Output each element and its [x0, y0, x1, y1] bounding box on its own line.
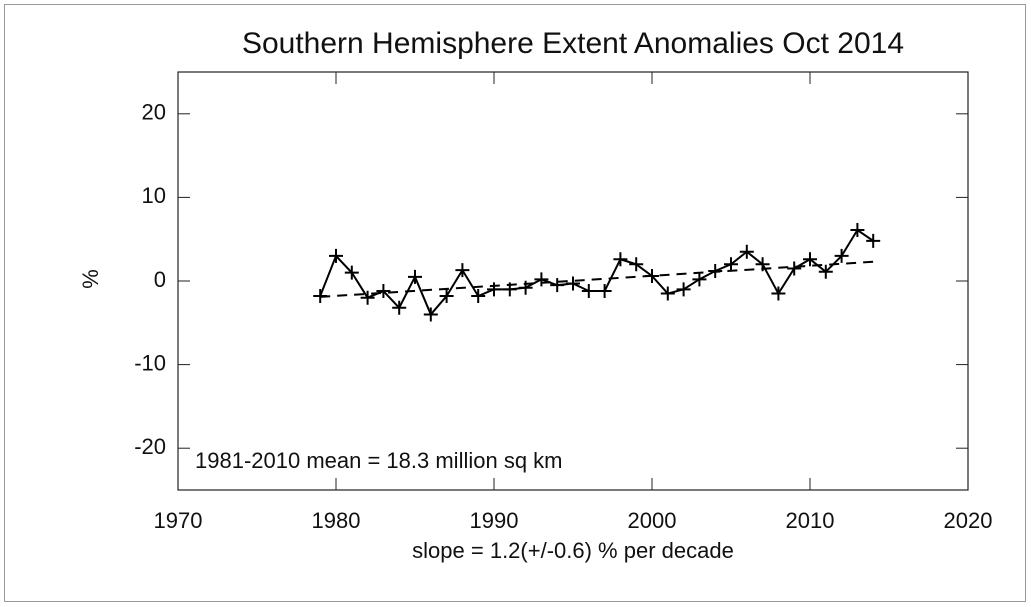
marker	[660, 286, 675, 301]
marker	[692, 272, 707, 287]
marker	[834, 248, 849, 263]
marker	[313, 289, 328, 304]
trend-line	[320, 260, 874, 298]
y-tick-label: 0	[154, 267, 166, 292]
marker	[818, 264, 833, 279]
chart-title: Southern Hemisphere Extent Anomalies Oct…	[242, 27, 904, 60]
marker	[755, 257, 770, 272]
marker	[534, 272, 549, 287]
marker	[502, 282, 517, 297]
x-tick-label: 2010	[786, 508, 835, 533]
marker	[344, 265, 359, 280]
x-tick-label: 1990	[470, 508, 519, 533]
data-line	[319, 228, 874, 317]
marker	[329, 248, 343, 263]
marker	[866, 233, 881, 248]
marker	[471, 289, 486, 304]
marker	[581, 284, 596, 299]
marker	[455, 263, 470, 278]
y-tick-label: 10	[142, 183, 166, 208]
marker	[566, 276, 580, 291]
x-tick-label: 1980	[312, 508, 361, 533]
marker	[408, 269, 422, 284]
marker	[439, 289, 454, 304]
marker	[550, 278, 565, 293]
marker	[676, 282, 691, 297]
marker	[392, 300, 407, 315]
annotation: 1981-2010 mean = 18.3 million sq km	[195, 448, 563, 473]
marker	[613, 252, 628, 267]
y-tick-label: -20	[134, 434, 166, 459]
marker	[708, 263, 723, 278]
marker	[376, 284, 391, 299]
marker	[518, 280, 533, 295]
marker	[629, 257, 644, 272]
x-tick-label: 2020	[944, 508, 993, 533]
y-axis-label: %	[78, 269, 103, 289]
marker	[787, 261, 802, 276]
x-tick-label: 2000	[628, 508, 677, 533]
marker	[803, 252, 817, 267]
marker	[487, 282, 501, 297]
y-tick-label: -10	[134, 350, 166, 375]
marker	[771, 286, 786, 301]
marker	[423, 307, 438, 322]
annotation: slope = 1.2(+/-0.6) % per decade	[412, 538, 734, 563]
y-tick-label: 20	[142, 100, 166, 125]
frame	[4, 4, 1026, 602]
marker	[645, 268, 659, 283]
marker	[724, 257, 738, 272]
marker	[739, 244, 754, 259]
marker	[597, 284, 612, 299]
marker	[850, 223, 865, 238]
marker	[360, 290, 375, 305]
x-tick-label: 1970	[154, 508, 203, 533]
